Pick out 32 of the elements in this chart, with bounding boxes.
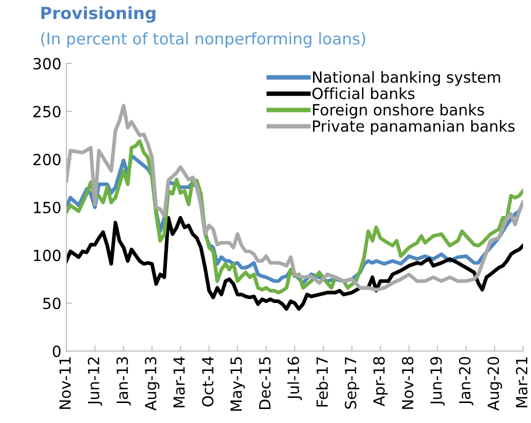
x-tick-label: Sep-17 (344, 357, 360, 409)
x-tick-label: Jul-16 (287, 356, 302, 400)
x-tick-label: Jun-19 (430, 357, 445, 406)
x-tick-label: Mar-21 (516, 357, 528, 408)
y-tick-label: 0 (52, 346, 60, 358)
legend-label: Official banks (312, 87, 414, 100)
x-tick-label: Jun-12 (88, 357, 102, 406)
x-tick-label: Feb-17 (316, 357, 328, 406)
x-tick-label: Apr-18 (373, 356, 388, 406)
x-tick-label: Aug-13 (144, 357, 160, 411)
x-tick-label: Oct-14 (202, 356, 214, 406)
x-tick-label: Nov-18 (402, 357, 414, 409)
y-tick-label: 100 (34, 250, 60, 262)
chart-title: Provisioning (41, 6, 156, 23)
line-series (66, 216, 524, 311)
x-tick-label: Jan-20 (458, 356, 474, 406)
legend-label: National banking system (313, 71, 500, 86)
y-tick-label: 250 (33, 106, 60, 118)
y-tick-label: 300 (34, 58, 60, 70)
legend-label: Foreign onshore banks (313, 104, 484, 119)
x-tick-label: Nov-11 (59, 357, 71, 409)
y-tick-label: 200 (33, 154, 60, 166)
legend-label: Private panamanian banks (313, 120, 515, 135)
x-tick-label: Jan-13 (116, 357, 131, 406)
y-tick-label: 150 (34, 202, 60, 214)
x-tick-label: Dec-15 (259, 357, 271, 409)
x-tick-label: Mar-14 (173, 356, 185, 408)
x-tick-label: May-15 (230, 357, 245, 411)
line-series (66, 104, 524, 292)
chart-subtitle: (In percent of total nonperforming loans) (41, 32, 366, 48)
y-tick-label: 50 (43, 298, 60, 310)
x-tick-label: Aug-20 (488, 356, 502, 411)
